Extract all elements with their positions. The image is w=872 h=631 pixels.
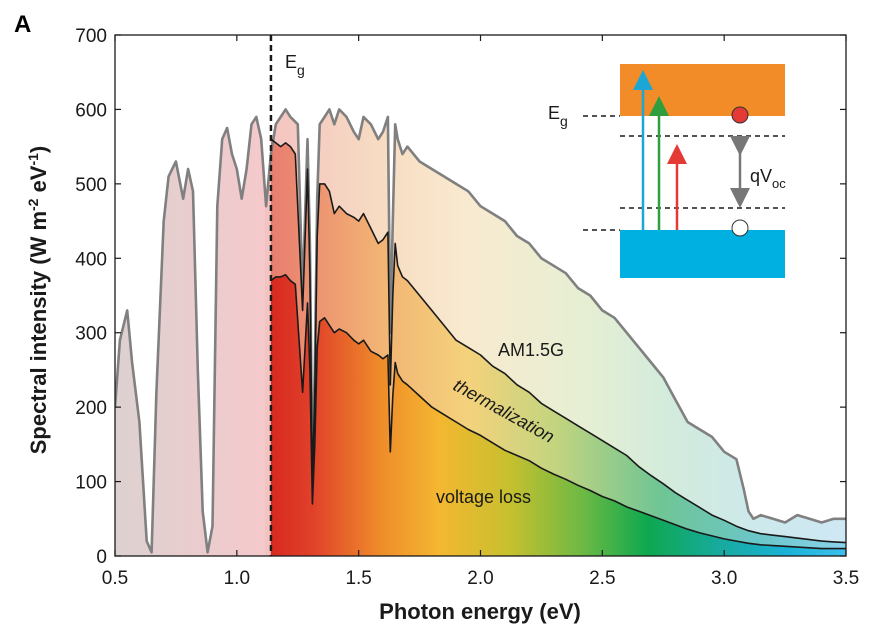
- x-tick-label: 2.5: [589, 568, 615, 589]
- y-tick-label: 100: [75, 473, 107, 494]
- inset-eg-main: E: [548, 103, 560, 123]
- x-axis-title: Photon energy (eV): [379, 599, 581, 624]
- y-tick-label: 700: [75, 26, 107, 47]
- conduction-band: [620, 64, 785, 116]
- band-diagram-inset: Eg qVoc: [548, 64, 786, 278]
- x-axis-ticks: 0.5 1.0 1.5 2.0 2.5 3.0 3.5: [102, 35, 859, 589]
- am15g-label: AM1.5G: [498, 340, 564, 360]
- qvoc-label: qVoc: [750, 166, 786, 191]
- x-tick-label: 0.5: [102, 568, 128, 589]
- y-tick-label: 600: [75, 100, 107, 121]
- y-axis-title-part3: ): [26, 146, 51, 153]
- x-tick-label: 1.0: [224, 568, 250, 589]
- series-line-voltage-loss-boundary: [270, 273, 846, 550]
- y-axis-title: Spectral intensity (W m-2 eV-1): [25, 146, 51, 455]
- bandgap-label: Eg: [285, 52, 305, 78]
- x-tick-label: 1.5: [345, 568, 371, 589]
- sub-bandgap-area: [115, 116, 265, 556]
- y-tick-label: 0: [96, 547, 107, 568]
- spectrum-areas: [115, 109, 846, 556]
- panel-label: A: [14, 11, 31, 38]
- x-tick-label: 3.0: [711, 568, 737, 589]
- hole-dot: [731, 219, 749, 237]
- y-tick-label: 500: [75, 175, 107, 196]
- spectrum-lines: [115, 108, 846, 554]
- bandgap-label-main: E: [285, 52, 297, 72]
- qvoc-main: qV: [750, 166, 772, 186]
- valence-band: [620, 230, 785, 278]
- series-line-am15g: [115, 108, 846, 554]
- x-tick-label: 3.5: [833, 568, 859, 589]
- y-axis-title-part2: eV: [26, 165, 51, 198]
- y-axis-title-sup2: -1: [25, 153, 41, 166]
- y-tick-label: 300: [75, 324, 107, 345]
- bandgap-label-sub: g: [297, 62, 305, 78]
- y-axis-title-part1: Spectral intensity (W m: [26, 211, 51, 454]
- y-tick-label: 400: [75, 249, 107, 270]
- electron-dot: [731, 106, 749, 124]
- series-line-thermalization-boundary: [270, 138, 846, 544]
- y-tick-label: 200: [75, 398, 107, 419]
- y-axis-ticks: 0 100 200 300 400 500 600 700: [75, 26, 846, 568]
- voltage-loss-label: voltage loss: [436, 487, 531, 507]
- inset-eg-sub: g: [560, 113, 568, 129]
- y-axis-title-sup1: -2: [25, 198, 41, 211]
- inset-eg-label: Eg: [548, 103, 568, 129]
- x-tick-label: 2.0: [467, 568, 493, 589]
- voltage-loss-area: [270, 274, 846, 556]
- qvoc-sub: oc: [772, 176, 786, 191]
